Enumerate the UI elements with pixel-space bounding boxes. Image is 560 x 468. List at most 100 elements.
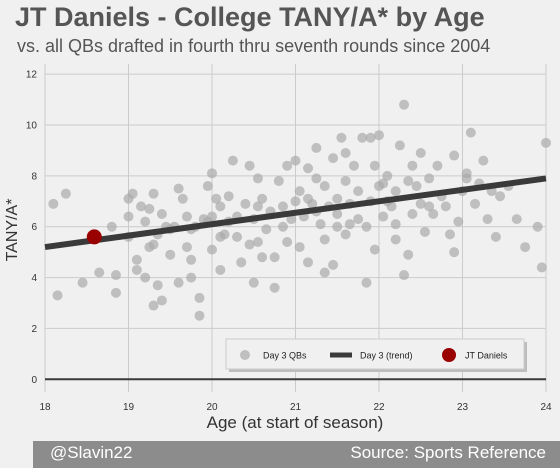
data-point: [215, 264, 226, 275]
trend-layer: [44, 175, 547, 251]
data-point: [311, 173, 322, 184]
data-point: [303, 257, 314, 268]
data-point: [319, 181, 330, 192]
data-point: [110, 287, 121, 298]
data-point: [332, 221, 343, 232]
data-point: [365, 132, 376, 143]
data-point: [378, 211, 389, 222]
data-point: [177, 193, 188, 204]
data-point: [211, 193, 222, 204]
data-point: [415, 198, 426, 209]
x-tick-label: 20: [206, 402, 218, 413]
data-point: [156, 209, 167, 220]
data-point: [252, 173, 263, 184]
data-point: [215, 231, 226, 242]
legend-marker-day3: [240, 350, 250, 360]
data-point: [110, 270, 121, 281]
data-point: [194, 292, 205, 303]
y-tick-label: 2: [31, 324, 37, 335]
data-point: [303, 193, 314, 204]
data-point: [332, 209, 343, 220]
data-point: [257, 252, 268, 263]
data-point: [173, 277, 184, 288]
x-tick-label: 19: [123, 402, 135, 413]
data-point: [282, 236, 293, 247]
data-point: [144, 203, 155, 214]
legend-marker-jt: [442, 348, 456, 362]
data-point: [248, 277, 259, 288]
legend-box: [225, 338, 525, 370]
y-tick-label: 6: [31, 222, 37, 233]
data-point: [123, 211, 134, 222]
data-point: [236, 257, 247, 268]
data-point: [394, 140, 405, 151]
x-tick-label: 22: [373, 402, 385, 413]
data-point: [294, 186, 305, 197]
data-point: [482, 214, 493, 225]
scatter-points: [48, 99, 551, 321]
data-point: [357, 132, 368, 143]
y-tick-label: 8: [31, 171, 37, 182]
data-point: [332, 193, 343, 204]
data-point: [361, 277, 372, 288]
data-point: [181, 242, 192, 253]
data-point: [277, 221, 288, 232]
data-point: [269, 282, 280, 293]
data-point: [106, 221, 117, 232]
y-tick-label: 10: [26, 121, 38, 132]
data-point: [252, 236, 263, 247]
data-point: [319, 234, 330, 245]
data-point: [348, 160, 359, 171]
data-point: [48, 198, 59, 209]
x-tick-label: 21: [290, 402, 302, 413]
data-point: [444, 229, 455, 240]
data-point: [303, 163, 314, 174]
legend-label-jt: JT Daniels: [465, 351, 508, 361]
chart-title: JT Daniels - College TANY/A* by Age: [15, 2, 485, 32]
data-point: [411, 181, 422, 192]
data-point: [428, 209, 439, 220]
y-axis-label: TANY/A*: [4, 199, 21, 262]
data-point: [181, 211, 192, 222]
chart-legend: Day 3 QBs Day 3 (trend) JT Daniels: [225, 338, 527, 372]
data-point: [532, 221, 543, 232]
legend-label-trend: Day 3 (trend): [360, 351, 413, 361]
data-point: [403, 249, 414, 260]
data-point: [140, 216, 151, 227]
data-point: [424, 201, 435, 212]
data-point: [148, 239, 159, 250]
data-point: [424, 173, 435, 184]
footer-source: Source: Sports Reference: [350, 443, 546, 462]
data-point: [470, 198, 481, 209]
data-point: [244, 160, 255, 171]
data-point: [407, 209, 418, 220]
data-point: [207, 244, 217, 255]
data-point: [311, 142, 322, 153]
trend-line: [44, 175, 547, 251]
data-point: [277, 201, 288, 212]
data-point: [478, 155, 489, 166]
data-point: [374, 130, 384, 141]
data-point: [419, 226, 430, 237]
data-point: [415, 147, 426, 158]
data-point: [173, 183, 184, 194]
data-point: [449, 150, 460, 161]
x-tick-label: 23: [457, 402, 469, 413]
data-point: [186, 272, 197, 283]
data-point: [165, 249, 176, 260]
data-point: [257, 193, 268, 204]
data-point: [290, 196, 301, 207]
data-point: [148, 300, 159, 311]
highlight-point: [86, 229, 102, 245]
data-point: [353, 186, 364, 197]
data-point: [390, 219, 401, 230]
data-point: [52, 290, 63, 301]
data-point: [94, 267, 105, 278]
data-point: [541, 137, 551, 148]
data-point: [136, 201, 147, 212]
data-point: [361, 221, 372, 232]
data-point: [148, 188, 159, 199]
data-point: [223, 191, 234, 202]
data-point: [261, 224, 272, 235]
